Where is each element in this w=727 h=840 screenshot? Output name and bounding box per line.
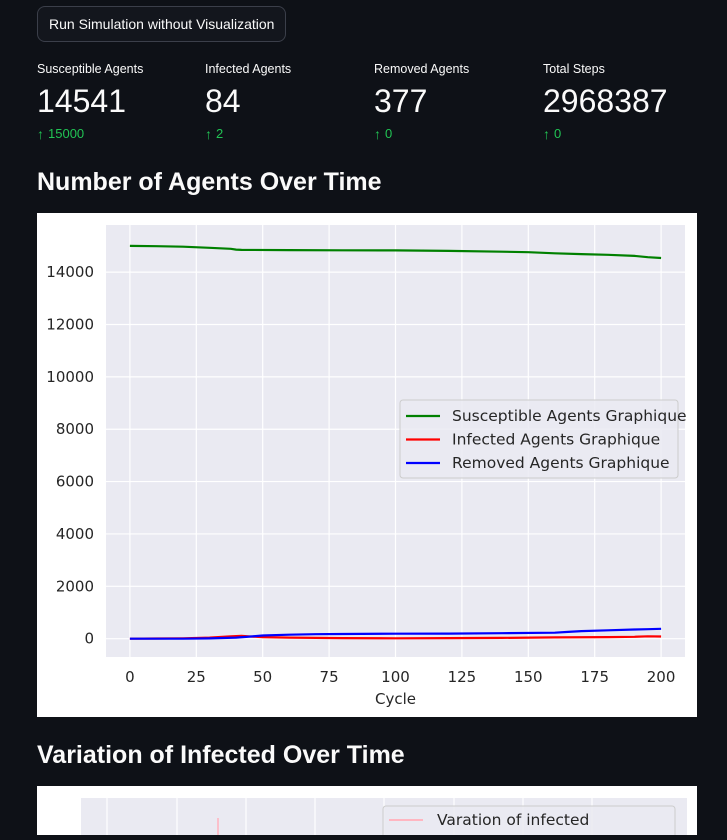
x-tick-label: 125 — [448, 668, 477, 686]
metric-value: 84 — [205, 83, 241, 119]
metric-susceptible: Susceptible Agents 14541 ↑ 15000 — [37, 60, 197, 142]
agents-chart-card: 0 25 50 75 100 125 150 175 200 0 2000 4000 6000 8000 1… — [37, 213, 697, 717]
metric-label: Susceptible Agents — [37, 62, 144, 76]
section-title-agents-over-time: Number of Agents Over Time — [37, 168, 382, 196]
run-simulation-button[interactable]: Run Simulation without Visualization — [37, 6, 287, 42]
legend-entry: Varation of infected — [437, 811, 589, 829]
y-tick-label: 4000 — [56, 525, 94, 543]
agents-over-time-chart: 0 25 50 75 100 125 150 175 200020004000600080001… — [46, 225, 687, 708]
infected-variation-chart-card: Varation of infected — [37, 786, 697, 839]
series-line-0 — [129, 244, 662, 260]
legend-entry: Susceptible Agents Graphique — [452, 407, 687, 425]
legend-entry: Infected Agents Graphique — [452, 431, 660, 449]
metric-delta: ↑ 2 — [205, 126, 365, 142]
arrow-up-icon: ↑ — [205, 126, 212, 142]
section-title-infected-variation: Variation of Infected Over Time — [37, 741, 405, 769]
x-axis-label: Cycle — [375, 690, 416, 708]
metric-value: 2968387 — [543, 83, 668, 119]
metric-delta-value: 2 — [216, 126, 224, 141]
y-tick-label: 6000 — [56, 473, 94, 491]
metric-total-steps: Total Steps 2968387 ↑ 0 — [543, 60, 703, 142]
y-tick-label: 10000 — [46, 368, 94, 386]
x-tick-label: 50 — [253, 668, 272, 686]
y-tick-label: 2000 — [56, 577, 94, 595]
metric-delta: ↑ 15000 — [37, 126, 197, 142]
metric-delta-value: 0 — [385, 126, 393, 141]
x-tick-label: 150 — [514, 668, 543, 686]
metric-delta: ↑ 0 — [543, 126, 703, 142]
metric-label: Total Steps — [543, 62, 605, 76]
metric-infected: Infected Agents 84 ↑ 2 — [205, 60, 365, 142]
arrow-up-icon: ↑ — [374, 126, 381, 142]
infected-variation-chart: Varation of infected — [81, 798, 687, 839]
y-tick-label: 0 — [84, 630, 94, 648]
legend-entry: Removed Agents Graphique — [452, 454, 670, 472]
x-tick-label: 75 — [320, 668, 339, 686]
metric-value: 377 — [374, 83, 428, 119]
x-tick-label: 100 — [381, 668, 410, 686]
metric-label: Infected Agents — [205, 62, 292, 76]
y-tick-label: 8000 — [56, 420, 94, 438]
y-tick-label: 12000 — [46, 315, 94, 333]
metric-delta-value: 15000 — [48, 126, 85, 141]
metric-delta-value: 0 — [554, 126, 562, 141]
metric-delta: ↑ 0 — [374, 126, 534, 142]
x-tick-label: 175 — [580, 668, 609, 686]
x-tick-label: 200 — [647, 668, 676, 686]
arrow-up-icon: ↑ — [37, 126, 44, 142]
metric-removed: Removed Agents 377 ↑ 0 — [374, 60, 534, 142]
metric-label: Removed Agents — [374, 62, 470, 76]
x-tick-label: 0 — [125, 668, 135, 686]
legend-box — [399, 399, 679, 479]
x-tick-label: 25 — [187, 668, 206, 686]
series-line-2 — [129, 627, 662, 640]
metric-value: 14541 — [37, 83, 126, 119]
arrow-up-icon: ↑ — [543, 126, 550, 142]
y-tick-label: 14000 — [46, 263, 94, 281]
